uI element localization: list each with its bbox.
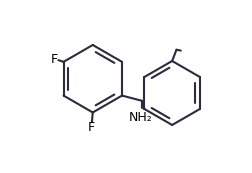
Text: F: F <box>50 53 57 66</box>
Text: NH₂: NH₂ <box>129 111 152 124</box>
Text: F: F <box>87 121 94 134</box>
